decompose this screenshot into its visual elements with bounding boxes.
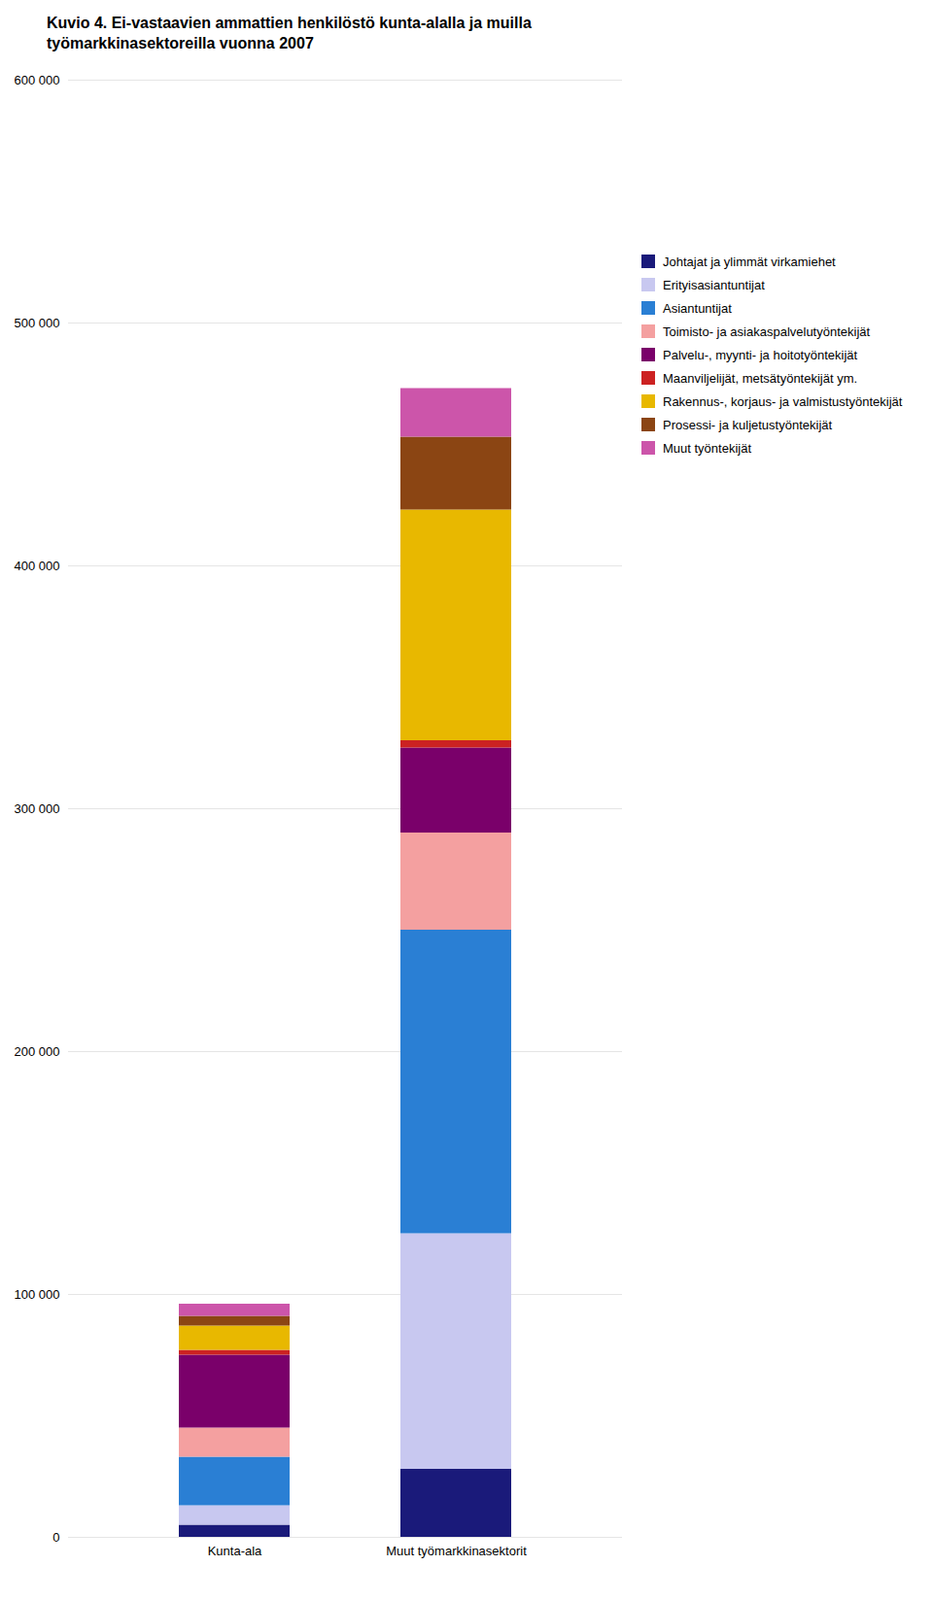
svg-text:100 000: 100 000 [14, 1286, 61, 1302]
svg-text:0: 0 [52, 1529, 60, 1545]
svg-text:Kunta-ala: Kunta-ala [207, 1543, 263, 1558]
html-text:Erityisasiantuntijat: Erityisasiantuntijat [662, 277, 765, 293]
svg-text:600 000: 600 000 [14, 71, 61, 87]
svg-text:200 000: 200 000 [14, 1043, 61, 1059]
html-text:Prosessi- ja kuljetustyöntekij: Prosessi- ja kuljetustyöntekijät [662, 417, 833, 433]
svg-text:300 000: 300 000 [14, 800, 61, 816]
html-text:Muut työntekijät: Muut työntekijät [662, 440, 752, 456]
html-text:Palvelu-, myynti- ja hoitotyön: Palvelu-, myynti- ja hoitotyöntekijät [662, 347, 858, 363]
svg-text:400 000: 400 000 [14, 557, 61, 573]
html-text:Maanviljelijät, metsätyöntekij: Maanviljelijät, metsätyöntekijät ym. [662, 370, 858, 386]
html-text:Toimisto- ja asiakaspalvelutyö: Toimisto- ja asiakaspalvelutyöntekijät [662, 324, 871, 339]
svg-text:Muut työmarkkinasektorit: Muut työmarkkinasektorit [385, 1543, 527, 1558]
html-text:Asiantuntijat: Asiantuntijat [662, 300, 732, 316]
html-text:Rakennus-, korjaus- ja valmist: Rakennus-, korjaus- ja valmistustyönteki… [662, 394, 903, 409]
html-text:Kuvio 4. Ei-vastaavien ammatti: Kuvio 4. Ei-vastaavien ammattien henkilö… [46, 14, 532, 52]
svg-text:500 000: 500 000 [14, 314, 61, 330]
html-text:Johtajat ja ylimmät virkamiehe: Johtajat ja ylimmät virkamiehet [662, 254, 836, 269]
